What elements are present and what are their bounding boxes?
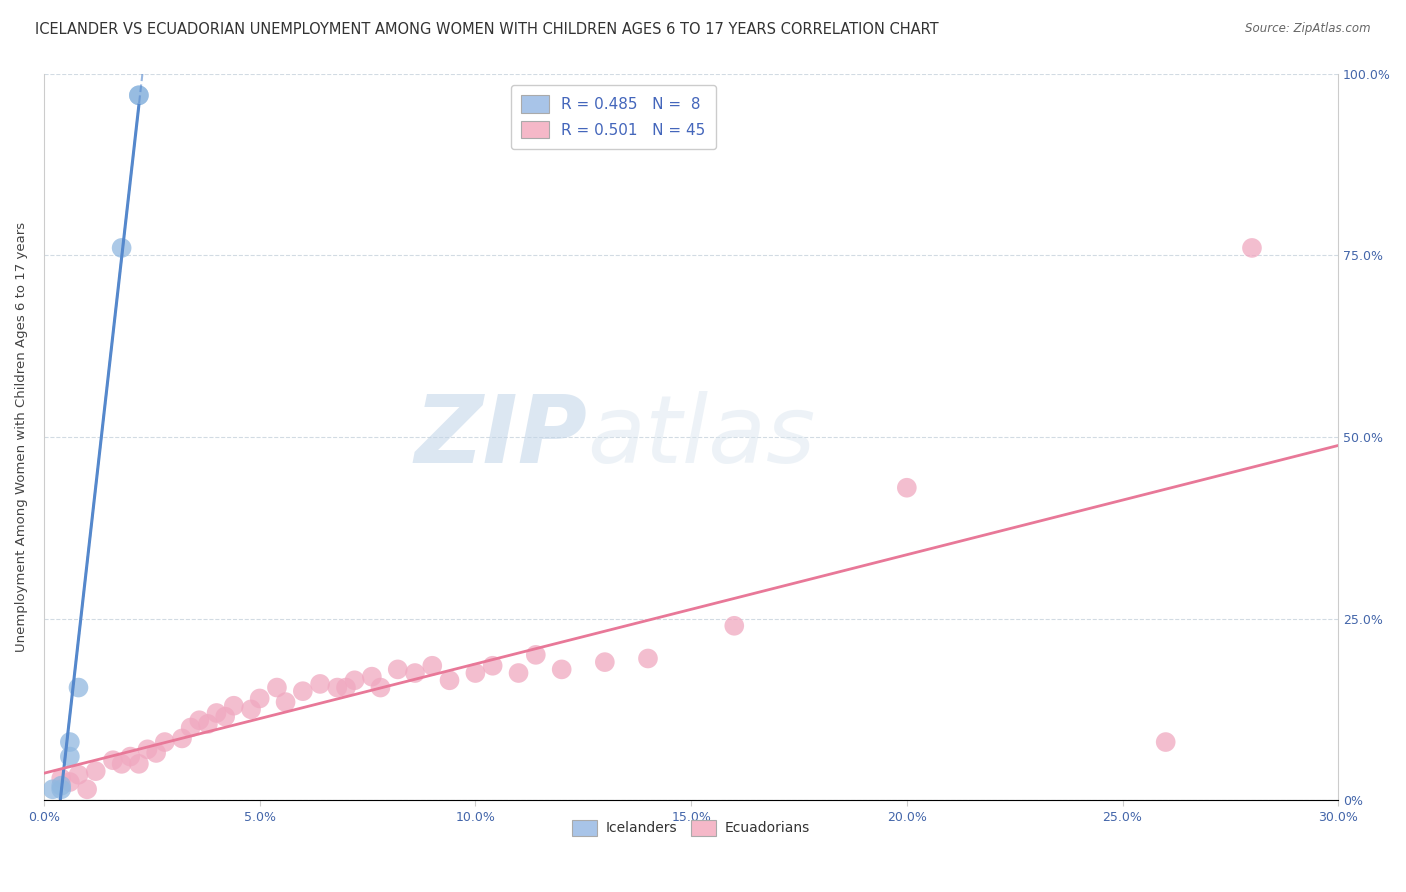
Point	[128, 756, 150, 771]
Point	[240, 702, 263, 716]
Point	[145, 746, 167, 760]
Point	[404, 666, 426, 681]
Point	[120, 749, 142, 764]
Point	[335, 681, 357, 695]
Point	[101, 753, 124, 767]
Point	[51, 779, 73, 793]
Point	[153, 735, 176, 749]
Point	[84, 764, 107, 778]
Point	[439, 673, 461, 688]
Point	[1240, 241, 1263, 255]
Point	[205, 706, 228, 720]
Point	[51, 772, 73, 786]
Point	[464, 666, 486, 681]
Point	[481, 658, 503, 673]
Point	[291, 684, 314, 698]
Point	[59, 735, 82, 749]
Point	[370, 681, 392, 695]
Point	[59, 749, 82, 764]
Point	[214, 709, 236, 723]
Point	[128, 88, 150, 103]
Text: atlas: atlas	[588, 392, 815, 483]
Y-axis label: Unemployment Among Women with Children Ages 6 to 17 years: Unemployment Among Women with Children A…	[15, 222, 28, 652]
Point	[550, 662, 572, 676]
Text: ICELANDER VS ECUADORIAN UNEMPLOYMENT AMONG WOMEN WITH CHILDREN AGES 6 TO 17 YEAR: ICELANDER VS ECUADORIAN UNEMPLOYMENT AMO…	[35, 22, 939, 37]
Point	[593, 655, 616, 669]
Point	[170, 731, 193, 746]
Point	[420, 658, 443, 673]
Point	[180, 721, 202, 735]
Point	[222, 698, 245, 713]
Point	[67, 681, 90, 695]
Point	[51, 782, 73, 797]
Point	[387, 662, 409, 676]
Text: ZIP: ZIP	[415, 391, 588, 483]
Point	[111, 756, 134, 771]
Point	[723, 619, 745, 633]
Point	[59, 775, 82, 789]
Point	[274, 695, 297, 709]
Point	[136, 742, 159, 756]
Legend: Icelanders, Ecuadorians: Icelanders, Ecuadorians	[564, 812, 818, 844]
Point	[309, 677, 332, 691]
Point	[111, 241, 134, 255]
Point	[343, 673, 366, 688]
Point	[896, 481, 918, 495]
Text: Source: ZipAtlas.com: Source: ZipAtlas.com	[1246, 22, 1371, 36]
Point	[266, 681, 288, 695]
Point	[360, 670, 382, 684]
Point	[128, 88, 150, 103]
Point	[1154, 735, 1177, 749]
Point	[41, 782, 63, 797]
Point	[637, 651, 659, 665]
Point	[67, 768, 90, 782]
Point	[326, 681, 349, 695]
Point	[508, 666, 530, 681]
Point	[249, 691, 271, 706]
Point	[188, 713, 211, 727]
Point	[76, 782, 98, 797]
Point	[197, 717, 219, 731]
Point	[524, 648, 547, 662]
